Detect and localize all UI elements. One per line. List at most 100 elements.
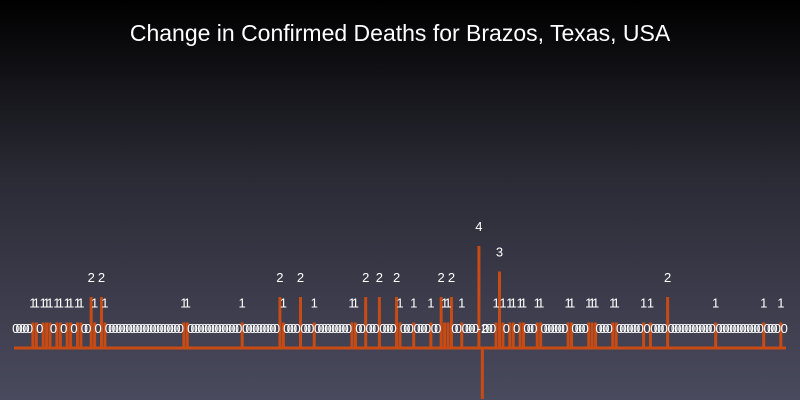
bar-label-96: 0 bbox=[341, 321, 348, 336]
bar-label-150: 0 bbox=[527, 321, 534, 336]
bar-13 bbox=[58, 322, 62, 348]
bar-label-111: 2 bbox=[393, 270, 400, 285]
bar-label-137: 0 bbox=[482, 321, 489, 336]
bar-label-166: 0 bbox=[582, 321, 589, 336]
bar-23 bbox=[93, 322, 97, 348]
bar-112 bbox=[398, 322, 402, 348]
bar-label-119: 0 bbox=[420, 321, 427, 336]
bar-label-87: 1 bbox=[311, 296, 318, 311]
bar-label-39: 0 bbox=[146, 321, 153, 336]
bar-label-213: 0 bbox=[743, 321, 750, 336]
bar-label-6: 1 bbox=[33, 296, 40, 311]
bar-142 bbox=[501, 322, 505, 348]
bar-label-47: 0 bbox=[173, 321, 180, 336]
bar-label-86: 0 bbox=[307, 321, 314, 336]
bar-label-198: 0 bbox=[691, 321, 698, 336]
bar-label-51: 0 bbox=[187, 321, 194, 336]
bar-label-19: 1 bbox=[77, 296, 84, 311]
bar-label-211: 0 bbox=[736, 321, 743, 336]
bar-label-41: 0 bbox=[153, 321, 160, 336]
bar-label-172: 0 bbox=[602, 321, 609, 336]
bar-99 bbox=[353, 322, 357, 348]
bar-label-69: 0 bbox=[249, 321, 256, 336]
bar-label-186: 0 bbox=[650, 321, 657, 336]
bar-label-147: 1 bbox=[516, 296, 523, 311]
bar-label-142: 1 bbox=[499, 296, 506, 311]
bar-label-3: 0 bbox=[22, 321, 29, 336]
bar-label-65: 0 bbox=[235, 321, 242, 336]
bar-6 bbox=[34, 322, 38, 348]
bar-78 bbox=[281, 322, 285, 348]
bar-label-174: 1 bbox=[609, 296, 616, 311]
bar-label-148: 1 bbox=[520, 296, 527, 311]
bars-group bbox=[31, 246, 783, 399]
bar-label-218: 1 bbox=[760, 296, 767, 311]
bar-label-145: 1 bbox=[510, 296, 517, 311]
bar-label-17: 0 bbox=[70, 321, 77, 336]
bar-label-223: 1 bbox=[777, 296, 784, 311]
bar-label-11: 0 bbox=[50, 321, 57, 336]
bar-label-176: 0 bbox=[616, 321, 623, 336]
bar-label-165: 0 bbox=[578, 321, 585, 336]
bar-label-59: 0 bbox=[215, 321, 222, 336]
bar-label-12: 1 bbox=[53, 296, 60, 311]
bar-label-103: 0 bbox=[366, 321, 373, 336]
bar-111 bbox=[395, 297, 399, 348]
bar-label-40: 0 bbox=[149, 321, 156, 336]
bar-label-136: -2 bbox=[477, 321, 489, 336]
bar-label-55: 0 bbox=[201, 321, 208, 336]
bar-label-49: 1 bbox=[180, 296, 187, 311]
bar-223 bbox=[779, 322, 783, 348]
bar-label-167: 1 bbox=[585, 296, 592, 311]
bar-label-143: 0 bbox=[503, 321, 510, 336]
bar-label-67: 0 bbox=[242, 321, 249, 336]
bar-label-30: 0 bbox=[115, 321, 122, 336]
bar-label-124: 2 bbox=[438, 270, 445, 285]
bar-label-217: 0 bbox=[757, 321, 764, 336]
bar-label-82: 0 bbox=[293, 321, 300, 336]
bar-140 bbox=[494, 322, 498, 348]
bar-label-210: 0 bbox=[733, 321, 740, 336]
bar-label-126: 1 bbox=[444, 296, 451, 311]
bar-12 bbox=[55, 322, 59, 348]
bar-label-154: 0 bbox=[540, 321, 547, 336]
bar-label-83: 2 bbox=[297, 270, 304, 285]
bar-label-98: 1 bbox=[348, 296, 355, 311]
bar-label-33: 0 bbox=[125, 321, 132, 336]
bar-168 bbox=[590, 322, 594, 348]
bar-19 bbox=[79, 322, 83, 348]
bar-label-61: 0 bbox=[221, 321, 228, 336]
bar-label-95: 0 bbox=[338, 321, 345, 336]
bar-125 bbox=[443, 322, 447, 348]
bar-label-160: 0 bbox=[561, 321, 568, 336]
bar-label-193: 0 bbox=[674, 321, 681, 336]
bar-label-105: 0 bbox=[372, 321, 379, 336]
bar-label-130: 1 bbox=[458, 296, 465, 311]
bar-label-152: 1 bbox=[534, 296, 541, 311]
bar-label-205: 0 bbox=[715, 321, 722, 336]
bar-label-93: 0 bbox=[331, 321, 338, 336]
bar-label-175: 1 bbox=[613, 296, 620, 311]
bar-label-92: 0 bbox=[328, 321, 335, 336]
bar-label-104: 0 bbox=[369, 321, 376, 336]
bar-label-91: 0 bbox=[324, 321, 331, 336]
bar-label-29: 0 bbox=[112, 321, 119, 336]
bar-label-60: 0 bbox=[218, 321, 225, 336]
bar-label-118: 0 bbox=[417, 321, 424, 336]
bar-161 bbox=[566, 322, 570, 348]
bar-label-156: 0 bbox=[547, 321, 554, 336]
bar-label-52: 0 bbox=[191, 321, 198, 336]
bar-label-25: 2 bbox=[98, 270, 105, 285]
bar-label-101: 0 bbox=[359, 321, 366, 336]
bar-label-173: 0 bbox=[606, 321, 613, 336]
bar-label-170: 0 bbox=[595, 321, 602, 336]
bar-label-99: 1 bbox=[352, 296, 359, 311]
bar-label-32: 0 bbox=[122, 321, 129, 336]
bar-15 bbox=[65, 322, 69, 348]
bar-label-125: 1 bbox=[441, 296, 448, 311]
bar-label-74: 0 bbox=[266, 321, 273, 336]
bar-label-200: 0 bbox=[698, 321, 705, 336]
bar-label-4: 0 bbox=[26, 321, 33, 336]
bar-label-131: 0 bbox=[462, 321, 469, 336]
